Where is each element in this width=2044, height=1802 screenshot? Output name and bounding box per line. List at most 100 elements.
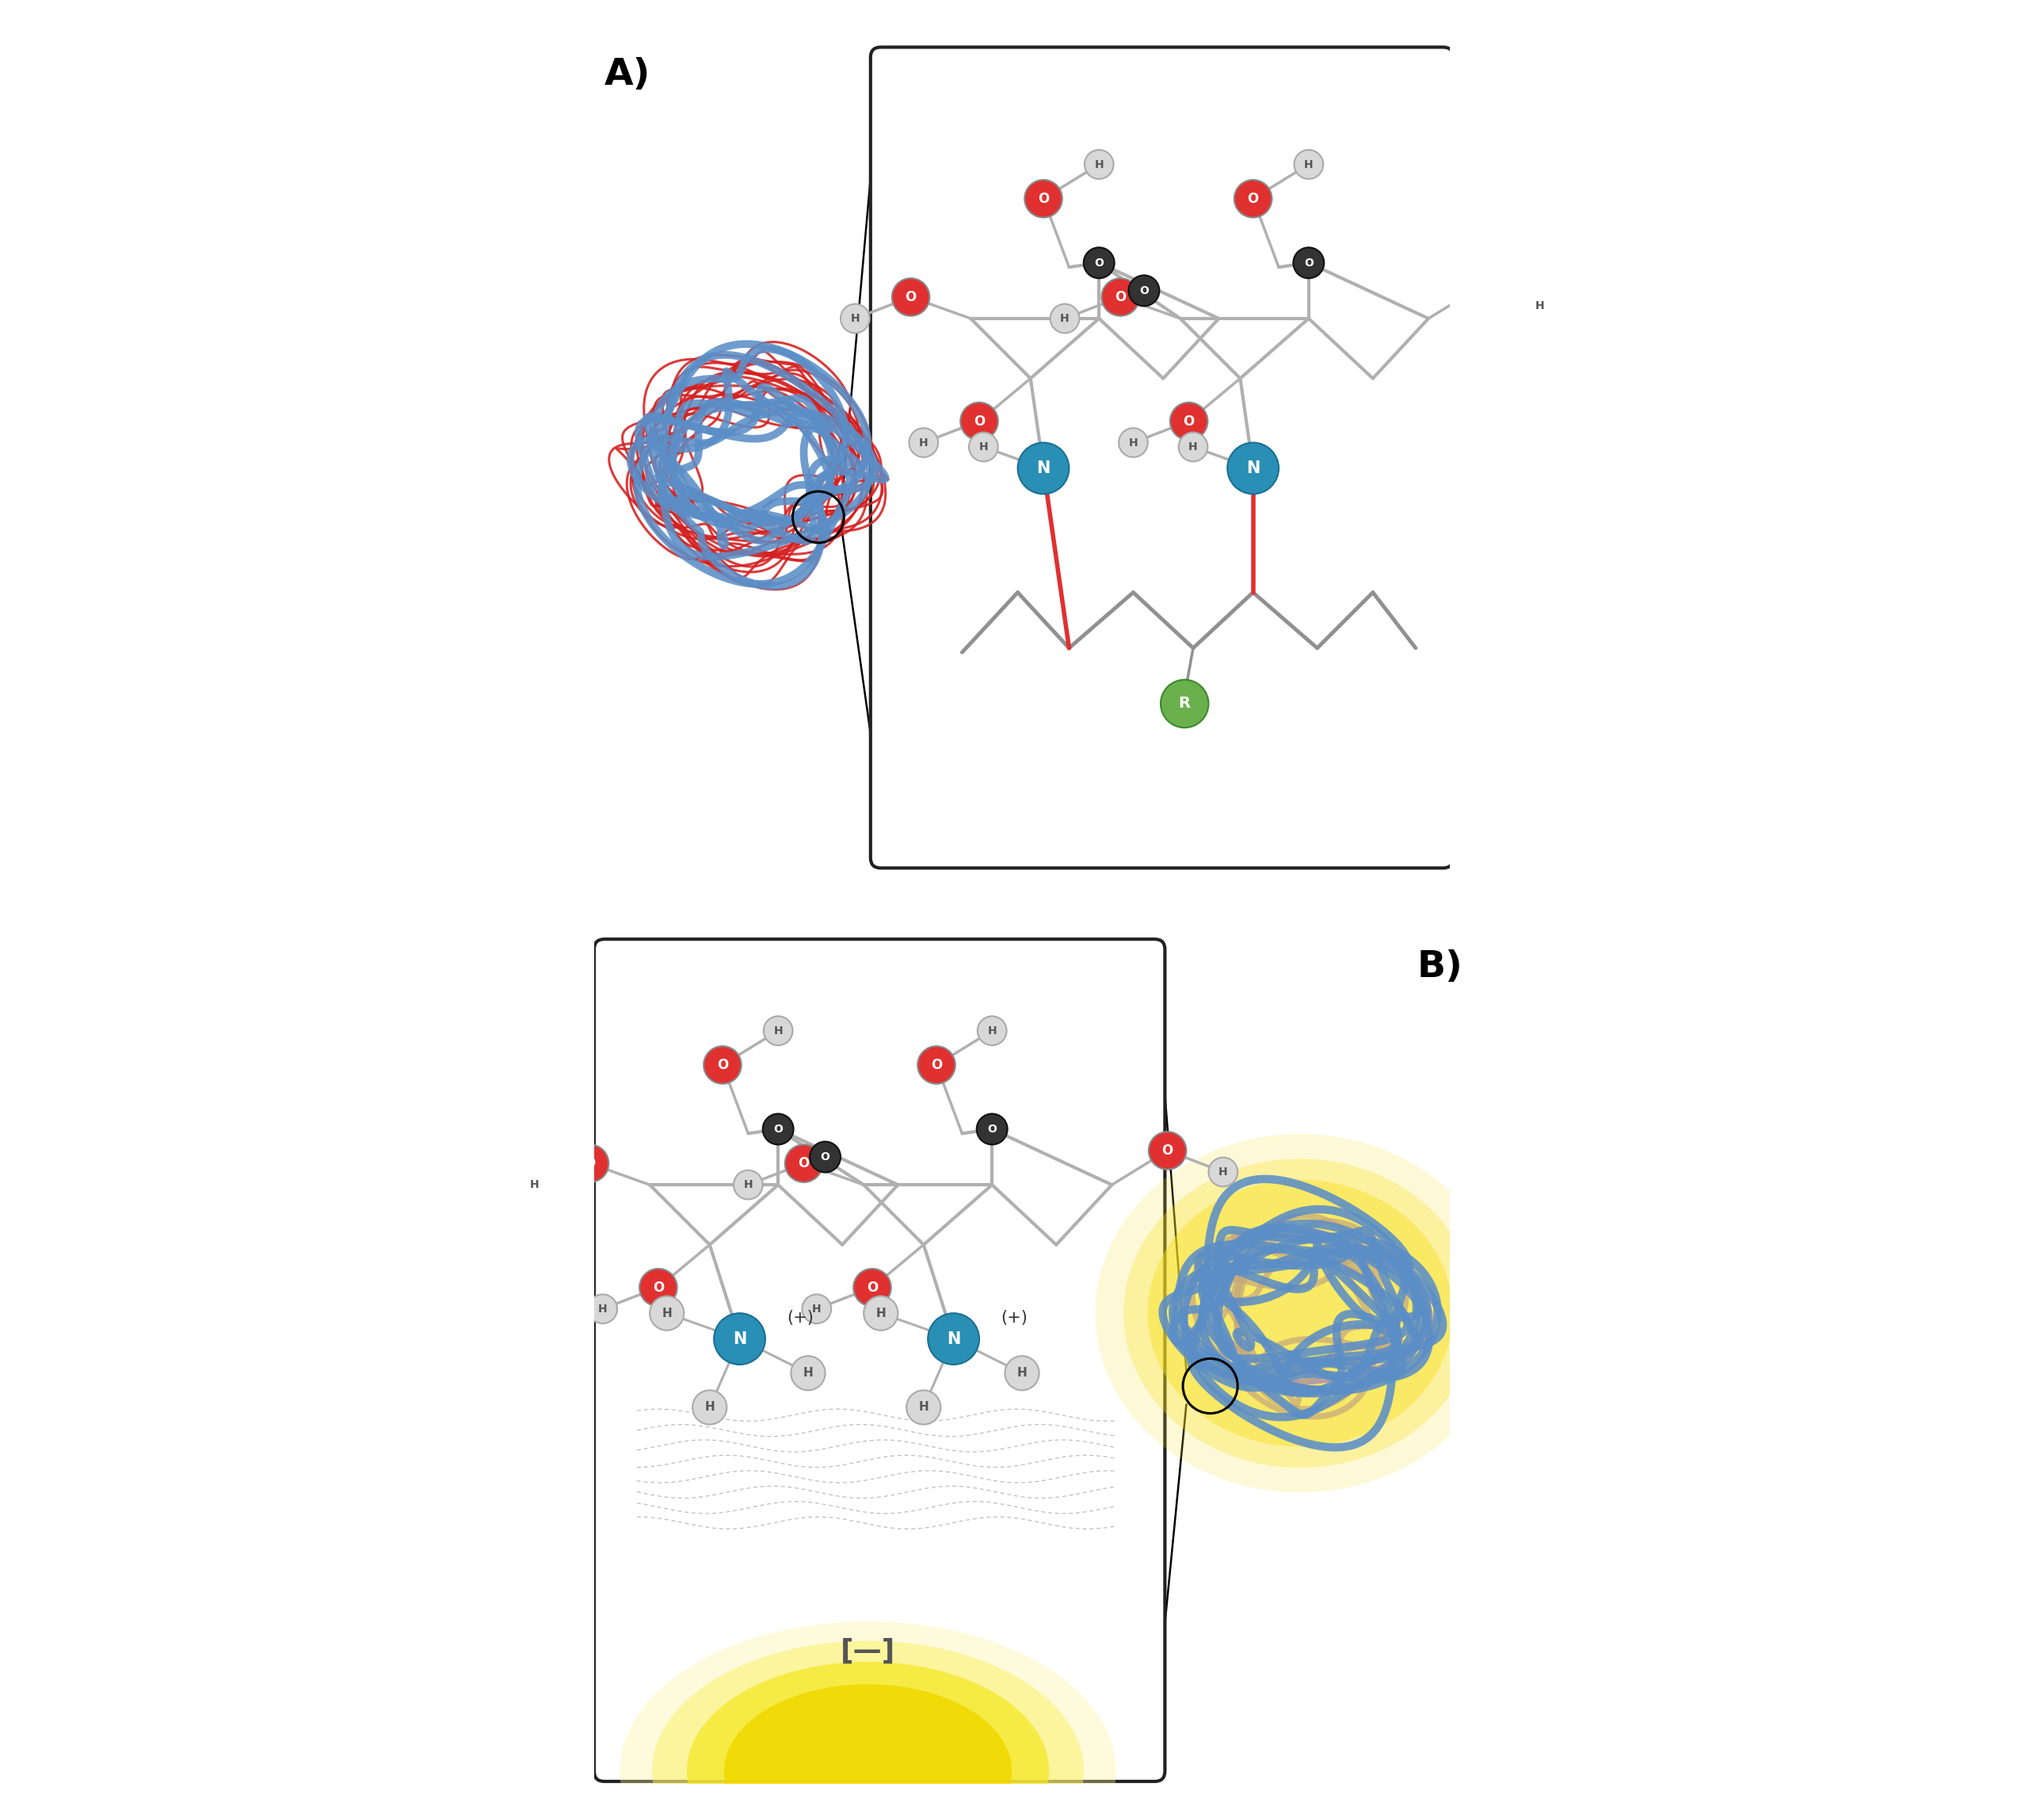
- Circle shape: [1006, 1357, 1038, 1391]
- Circle shape: [1149, 1132, 1186, 1169]
- Text: O: O: [973, 414, 985, 429]
- Circle shape: [977, 1016, 1006, 1045]
- Text: H: H: [918, 1402, 928, 1413]
- Text: O: O: [1038, 191, 1049, 205]
- Circle shape: [865, 1296, 897, 1330]
- Text: H: H: [811, 1303, 822, 1314]
- Text: O: O: [1247, 191, 1259, 205]
- Circle shape: [977, 1114, 1008, 1144]
- Ellipse shape: [619, 1622, 1116, 1802]
- Text: H: H: [744, 1179, 752, 1191]
- Text: O: O: [1094, 258, 1104, 268]
- Circle shape: [650, 1296, 685, 1330]
- FancyBboxPatch shape: [595, 939, 1165, 1782]
- Text: H: H: [529, 1179, 540, 1191]
- Ellipse shape: [1147, 1180, 1453, 1447]
- Text: [—]: [—]: [840, 1638, 895, 1665]
- Circle shape: [1018, 443, 1069, 494]
- Text: H: H: [979, 441, 987, 452]
- Circle shape: [1208, 1157, 1239, 1186]
- Circle shape: [1083, 247, 1114, 278]
- Circle shape: [1024, 180, 1063, 218]
- Text: O: O: [1161, 1144, 1173, 1157]
- Text: H: H: [1018, 1368, 1026, 1379]
- Text: H: H: [705, 1402, 715, 1413]
- Circle shape: [928, 1314, 979, 1364]
- Circle shape: [910, 429, 938, 458]
- Circle shape: [764, 1016, 793, 1045]
- Circle shape: [734, 1169, 762, 1200]
- Text: R: R: [1179, 696, 1190, 712]
- Text: N: N: [1036, 460, 1051, 476]
- Text: O: O: [820, 1151, 830, 1162]
- Text: H: H: [1188, 441, 1198, 452]
- Text: O: O: [930, 1058, 942, 1072]
- Text: H: H: [1304, 159, 1314, 169]
- Text: O: O: [717, 1058, 728, 1072]
- Circle shape: [969, 432, 997, 461]
- Text: O: O: [867, 1281, 877, 1294]
- Circle shape: [1161, 679, 1208, 728]
- Circle shape: [905, 1391, 940, 1424]
- Text: H: H: [987, 1025, 997, 1036]
- Text: H: H: [920, 438, 928, 449]
- Text: (+): (+): [787, 1310, 814, 1326]
- Text: O: O: [1114, 290, 1126, 305]
- Circle shape: [918, 1047, 955, 1083]
- Text: H: H: [850, 314, 861, 324]
- Text: N: N: [946, 1332, 961, 1346]
- FancyBboxPatch shape: [871, 47, 1453, 869]
- Circle shape: [1294, 150, 1322, 178]
- Circle shape: [589, 1294, 617, 1323]
- Circle shape: [1169, 402, 1208, 440]
- Ellipse shape: [1096, 1133, 1504, 1492]
- Text: N: N: [732, 1332, 746, 1346]
- Text: O: O: [585, 1157, 595, 1171]
- Circle shape: [693, 1391, 728, 1424]
- Text: O: O: [773, 1124, 783, 1135]
- Text: (+): (+): [1002, 1310, 1028, 1326]
- Text: H: H: [875, 1306, 885, 1319]
- Text: H: H: [599, 1303, 607, 1314]
- Text: B): B): [1416, 950, 1464, 986]
- Circle shape: [840, 305, 869, 333]
- Text: O: O: [1304, 258, 1314, 268]
- Ellipse shape: [724, 1685, 1012, 1802]
- Text: H: H: [1218, 1166, 1228, 1177]
- Circle shape: [640, 1269, 677, 1306]
- Circle shape: [1466, 265, 1502, 303]
- Text: H: H: [1094, 159, 1104, 169]
- Text: O: O: [905, 290, 916, 305]
- Text: H: H: [662, 1306, 672, 1319]
- Circle shape: [891, 278, 930, 315]
- Circle shape: [762, 1114, 793, 1144]
- Text: N: N: [1247, 460, 1259, 476]
- Circle shape: [1226, 443, 1280, 494]
- Circle shape: [1235, 180, 1271, 218]
- Text: H: H: [773, 1025, 783, 1036]
- Text: O: O: [652, 1281, 664, 1294]
- Circle shape: [1294, 247, 1325, 278]
- Text: H: H: [803, 1368, 814, 1379]
- Text: O: O: [987, 1124, 997, 1135]
- Text: H: H: [1061, 314, 1069, 324]
- Circle shape: [1118, 429, 1149, 458]
- Circle shape: [801, 1294, 832, 1323]
- Ellipse shape: [687, 1661, 1049, 1802]
- Text: O: O: [797, 1157, 809, 1171]
- Text: A): A): [605, 58, 650, 94]
- Circle shape: [1085, 150, 1114, 178]
- Text: H: H: [1128, 438, 1139, 449]
- Ellipse shape: [652, 1642, 1083, 1802]
- Circle shape: [854, 1269, 891, 1306]
- Circle shape: [1128, 276, 1159, 306]
- Text: O: O: [1478, 278, 1490, 292]
- Circle shape: [1102, 278, 1139, 315]
- Text: O: O: [1183, 414, 1194, 429]
- Circle shape: [1179, 432, 1208, 461]
- Circle shape: [1525, 292, 1553, 321]
- Text: O: O: [1139, 285, 1149, 296]
- Circle shape: [961, 402, 997, 440]
- Circle shape: [791, 1357, 826, 1391]
- Circle shape: [1051, 305, 1079, 333]
